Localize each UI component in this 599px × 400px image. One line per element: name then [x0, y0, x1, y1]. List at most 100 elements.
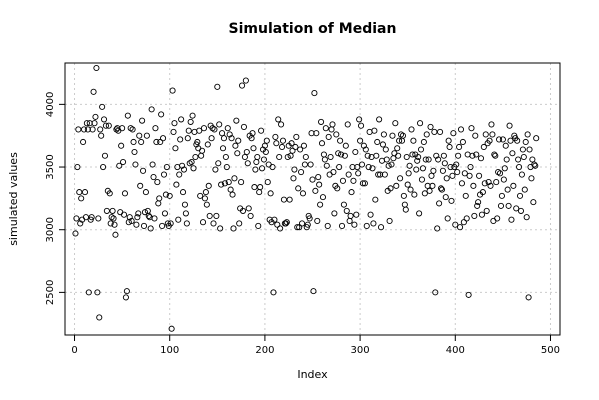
data-point [170, 128, 177, 135]
data-point [418, 176, 426, 183]
data-point [447, 163, 454, 171]
data-point [333, 131, 340, 138]
data-point [145, 212, 152, 219]
data-point [93, 64, 100, 72]
data-point [254, 153, 261, 161]
data-point [110, 215, 117, 222]
data-point [102, 122, 109, 129]
data-point [433, 152, 440, 159]
data-point [492, 152, 499, 159]
data-point [179, 162, 186, 169]
data-point [434, 225, 441, 232]
data-point [520, 153, 527, 161]
data-point [274, 221, 281, 228]
data-point [444, 215, 451, 222]
data-point [404, 181, 411, 188]
data-point [310, 288, 317, 295]
data-point [358, 161, 366, 168]
data-point [342, 142, 349, 149]
data-point [218, 181, 225, 188]
data-point [365, 163, 372, 171]
data-point [149, 161, 156, 168]
data-point [381, 171, 388, 178]
data-point [411, 191, 418, 198]
data-point [199, 219, 207, 226]
data-point [271, 216, 278, 223]
data-point [80, 126, 88, 133]
data-point [357, 137, 364, 144]
data-point [477, 155, 485, 162]
data-point [289, 147, 296, 154]
data-point [78, 195, 85, 202]
data-point [181, 201, 188, 208]
data-point [182, 210, 189, 217]
data-point [385, 162, 392, 169]
data-point [176, 171, 183, 178]
data-point [74, 163, 81, 171]
data-point [501, 165, 508, 172]
data-point [382, 146, 389, 153]
data-point [499, 136, 506, 143]
data-point [190, 165, 197, 172]
data-point [369, 165, 376, 172]
data-point [219, 130, 226, 137]
data-point [283, 219, 290, 226]
data-point [130, 138, 137, 146]
data-point [372, 196, 379, 203]
data-point [465, 291, 472, 298]
data-point [339, 177, 347, 184]
data-point [292, 143, 299, 151]
data-point [256, 189, 263, 196]
data-point [437, 128, 444, 135]
data-point [405, 170, 412, 177]
data-point [158, 111, 165, 118]
data-point [238, 179, 245, 186]
data-point [478, 211, 485, 218]
data-point [379, 141, 386, 148]
data-point [361, 180, 368, 187]
data-point [448, 197, 455, 204]
data-point [414, 157, 421, 164]
data-point [230, 225, 237, 232]
data-point [251, 184, 258, 191]
data-point [208, 135, 215, 142]
data-point [105, 122, 112, 129]
data-point [177, 136, 184, 143]
data-point [205, 182, 212, 189]
data-point [456, 224, 464, 231]
data-point [514, 137, 521, 144]
data-point [211, 126, 218, 133]
data-point [168, 325, 175, 332]
data-point [331, 210, 338, 217]
data-point [441, 160, 448, 167]
data-point [354, 163, 361, 171]
data-point [120, 211, 128, 218]
data-point [244, 160, 251, 167]
data-point [220, 135, 228, 142]
data-point [437, 185, 445, 192]
data-point [438, 186, 446, 193]
data-point [455, 152, 462, 159]
data-point [413, 166, 420, 173]
data-point [430, 167, 437, 174]
data-point [481, 180, 488, 187]
data-point [313, 130, 320, 137]
data-point [75, 126, 82, 133]
data-point [277, 225, 284, 232]
data-point [103, 207, 110, 214]
data-point [140, 222, 148, 229]
data-point [348, 189, 355, 196]
data-point [436, 200, 443, 207]
data-point [306, 215, 313, 222]
data-point [267, 190, 274, 197]
data-point [77, 220, 84, 227]
data-point [106, 190, 113, 197]
data-point [131, 148, 138, 156]
data-point [532, 162, 539, 169]
data-point [255, 222, 262, 229]
data-point [224, 125, 231, 132]
data-point [525, 294, 532, 301]
data-point [206, 212, 213, 219]
data-point [147, 225, 154, 232]
data-point [429, 182, 436, 189]
